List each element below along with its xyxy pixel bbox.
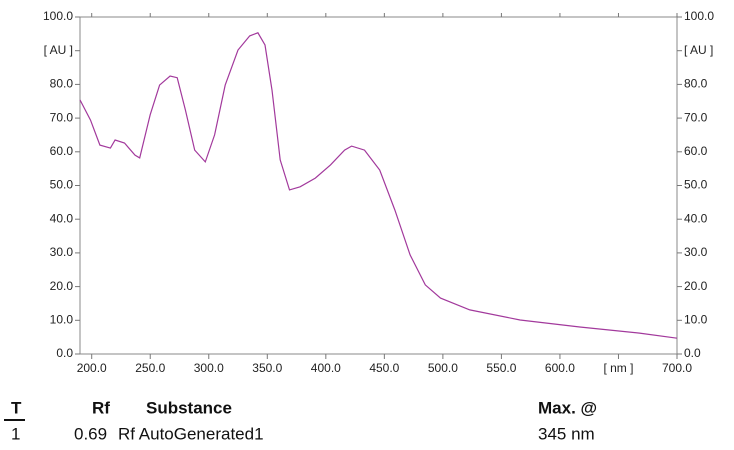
x-tick-label: 400.0 xyxy=(311,361,341,375)
spectrum-line xyxy=(79,32,678,339)
y2-tick-label: 80.0 xyxy=(684,77,708,91)
y-tick-label: 30.0 xyxy=(50,245,74,259)
x-tick-label: 200.0 xyxy=(77,361,107,375)
y-tick-label: 10.0 xyxy=(50,312,74,326)
table-cell: 0.69 xyxy=(74,424,107,443)
y2-tick-label: 100.0 xyxy=(684,9,714,23)
x-tick-label: 250.0 xyxy=(135,361,165,375)
x-tick-label: 700.0 xyxy=(662,361,692,375)
y2-tick-label: 50.0 xyxy=(684,178,708,192)
x-tick-label: 450.0 xyxy=(369,361,399,375)
table-header: Max. @ xyxy=(538,398,597,417)
y-tick-label: 20.0 xyxy=(50,279,74,293)
y2-tick-label: 60.0 xyxy=(684,144,708,158)
y2-tick-label: 40.0 xyxy=(684,211,708,225)
y2-tick-label: 70.0 xyxy=(684,110,708,124)
y2-tick-label: 20.0 xyxy=(684,279,708,293)
table-cell: 345 nm xyxy=(538,424,595,443)
y-tick-label: 50.0 xyxy=(50,178,74,192)
y2-tick-label: 10.0 xyxy=(684,312,708,326)
y-tick-label: 40.0 xyxy=(50,211,74,225)
table-header: Substance xyxy=(146,398,232,417)
y2-tick-label: [ AU ] xyxy=(684,43,713,57)
x-tick-label: 300.0 xyxy=(194,361,224,375)
x-tick-label: 550.0 xyxy=(486,361,516,375)
table-header: Rf xyxy=(92,398,110,417)
y-tick-label: 60.0 xyxy=(50,144,74,158)
y-tick-label: 70.0 xyxy=(50,110,74,124)
x-tick-label: [ nm ] xyxy=(603,361,633,375)
table-header: T xyxy=(11,398,22,417)
y-tick-label: [ AU ] xyxy=(44,43,73,57)
y2-tick-label: 30.0 xyxy=(684,245,708,259)
table-cell: 1 xyxy=(11,424,20,443)
x-tick-label: 600.0 xyxy=(545,361,575,375)
y-tick-label: 0.0 xyxy=(56,346,73,360)
y-tick-label: 100.0 xyxy=(43,9,73,23)
y-tick-label: 80.0 xyxy=(50,77,74,91)
y2-tick-label: 0.0 xyxy=(684,346,701,360)
x-tick-label: 500.0 xyxy=(428,361,458,375)
x-tick-label: 350.0 xyxy=(252,361,282,375)
plot-frame xyxy=(79,16,678,355)
table-cell: Rf AutoGenerated1 xyxy=(118,424,264,443)
